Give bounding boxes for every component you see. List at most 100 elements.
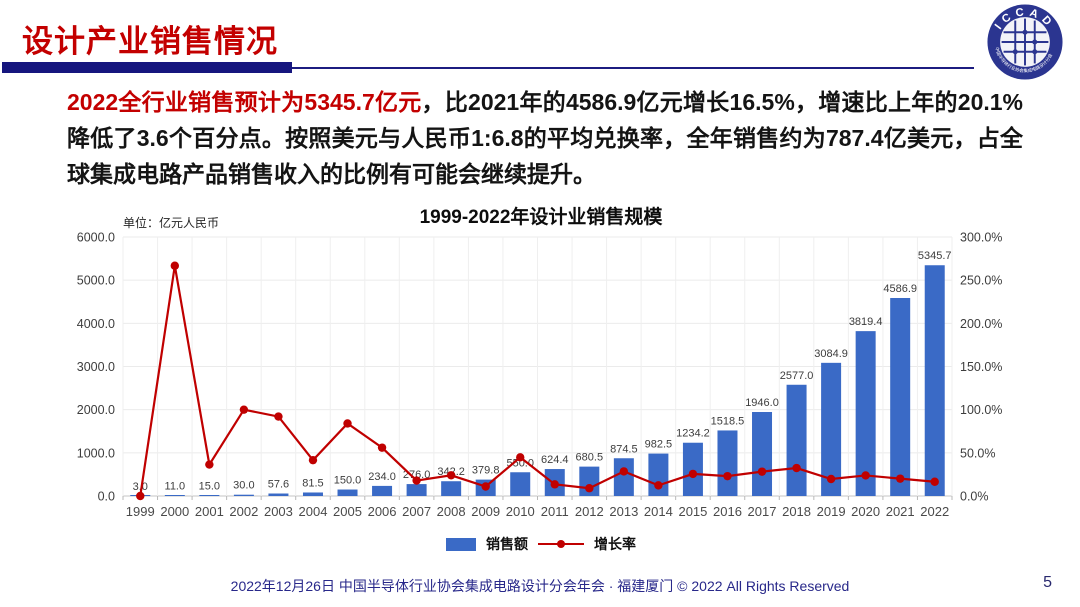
line-point-2021 — [895, 474, 905, 483]
year-label-2002: 2002 — [229, 504, 258, 519]
bar-2010 — [510, 472, 531, 496]
summary-rest: ，比2021年的4586.9亿元增长16.5%，增速比上年的20.1%降低了3.… — [67, 89, 1023, 187]
bar-2022 — [924, 265, 945, 496]
bar-label-1999: 3.0 — [133, 481, 148, 493]
bar-label-2007: 276.0 — [403, 469, 431, 481]
bar-2003 — [268, 493, 289, 496]
chart-gridlines — [122, 236, 953, 500]
line-point-2012 — [585, 484, 594, 493]
year-label-2021: 2021 — [886, 504, 915, 519]
year-label-2017: 2017 — [748, 504, 777, 519]
bar-2016 — [717, 430, 738, 496]
bar-label-2022: 5345.7 — [918, 250, 952, 262]
iccad-logo: ICCAD 中国半导体行业协会集成电路设计分会 — [986, 3, 1064, 81]
year-label-2007: 2007 — [402, 504, 431, 519]
bar-label-2019: 3084.9 — [814, 348, 848, 360]
iccad-logo-badge: ICCAD 中国半导体行业协会集成电路设计分会 — [987, 4, 1063, 80]
year-label-2019: 2019 — [817, 504, 846, 519]
line-point-2013 — [619, 467, 629, 476]
year-label-2000: 2000 — [160, 504, 189, 519]
year-label-2009: 2009 — [471, 504, 500, 519]
line-point-2000 — [170, 261, 180, 270]
logo-grid-dots — [1012, 29, 1038, 55]
legend-bar-swatch — [446, 537, 476, 551]
line-point-2017 — [757, 467, 767, 476]
chart-title: 1999-2022年设计业销售规模 — [419, 207, 663, 228]
right-axis-tick: 50.0% — [960, 446, 995, 460]
header-underline-thin — [292, 67, 974, 69]
bar-2000 — [164, 495, 185, 496]
bar-label-2004: 81.5 — [302, 477, 323, 489]
bar-label-2017: 1946.0 — [745, 397, 779, 409]
bar-label-2005: 150.0 — [334, 475, 362, 487]
line-point-2020 — [861, 471, 870, 480]
line-point-2008 — [446, 471, 456, 480]
right-axis-tick: 200.0% — [960, 317, 1002, 331]
bar-2017 — [752, 411, 773, 496]
logo-grid-icon — [1001, 18, 1049, 66]
bar-label-2011: 624.4 — [541, 454, 569, 466]
right-axis-tick: 100.0% — [960, 403, 1002, 417]
line-point-2011 — [550, 480, 559, 489]
year-label-2004: 2004 — [299, 504, 328, 519]
year-label-2001: 2001 — [195, 504, 224, 519]
bar-2001 — [199, 495, 220, 496]
bar-2013 — [613, 458, 634, 496]
bar-label-2003: 57.6 — [268, 479, 289, 491]
line-point-2018 — [792, 463, 801, 473]
footer-copyright: 2022年12月26日 中国半导体行业协会集成电路设计分会年会 · 福建厦门 ©… — [230, 578, 850, 594]
bar-label-2006: 234.0 — [368, 471, 396, 483]
bar-2008 — [441, 481, 462, 496]
year-label-2010: 2010 — [506, 504, 535, 519]
line-point-2022 — [930, 477, 939, 486]
year-label-2022: 2022 — [920, 504, 949, 519]
line-point-2009 — [481, 482, 490, 491]
line-point-2002 — [239, 405, 249, 414]
x-axis-year-labels: 1999 2000 2001 2002 2003 2004 2005 2006 2007 2008… — [126, 504, 949, 519]
year-label-2014: 2014 — [644, 504, 673, 519]
year-label-2003: 2003 — [264, 504, 293, 519]
left-axis-tick: 6000.0 — [77, 231, 115, 245]
line-point-2001 — [205, 460, 214, 469]
year-label-2013: 2013 — [609, 504, 638, 519]
bar-2005 — [337, 489, 358, 496]
bar-2014 — [648, 453, 669, 496]
year-label-2020: 2020 — [851, 504, 880, 519]
left-axis-tick: 4000.0 — [77, 317, 115, 331]
growth-rate-points — [136, 261, 939, 501]
line-point-2007 — [412, 476, 421, 485]
line-point-2004 — [308, 455, 318, 465]
bar-2004 — [302, 492, 323, 496]
bar-label-2015: 1234.2 — [676, 428, 710, 440]
bar-2019 — [821, 362, 842, 496]
sales-chart-section: 1999-2022年设计业销售规模 单位：亿元人民币 0.0 0.0% 1000.0… — [60, 202, 1022, 564]
chart-legend: 销售额 增长率 — [60, 534, 1022, 554]
page-number: 5 — [1043, 574, 1052, 591]
bar-label-2002: 30.0 — [233, 480, 254, 492]
bar-label-2020: 3819.4 — [849, 316, 883, 328]
legend-line-label: 增长率 — [594, 536, 636, 552]
bar-label-2009: 379.8 — [472, 465, 500, 477]
chart-axis-labels: 0.0 0.0% 1000.0 50.0% 2000.0 100.0% 3000.0 150.… — [77, 231, 1003, 504]
legend-line-dot — [557, 540, 565, 548]
bar-label-2001: 15.0 — [199, 480, 220, 492]
left-axis-tick: 0.0 — [98, 490, 115, 504]
line-point-2003 — [274, 412, 283, 421]
right-axis-tick: 150.0% — [960, 360, 1002, 374]
bar-label-2012: 680.5 — [576, 452, 604, 464]
bar-label-2013: 874.5 — [610, 443, 638, 455]
bar-label-2018: 2577.0 — [780, 370, 814, 382]
line-point-2014 — [654, 481, 663, 490]
bar-2002 — [233, 494, 254, 496]
bar-label-2000: 11.0 — [165, 481, 186, 493]
year-label-1999: 1999 — [126, 504, 155, 519]
legend-bar-label: 销售额 — [486, 536, 528, 552]
chart-unit-label: 单位：亿元人民币 — [123, 216, 220, 230]
line-point-2006 — [377, 443, 387, 452]
summary-paragraph: 2022全行业销售预计为5345.7亿元，比2021年的4586.9亿元增长16… — [67, 84, 1023, 192]
bar-data-labels: 3.011.015.030.057.681.5150.0234.0276.034… — [133, 250, 952, 493]
right-axis-tick: 300.0% — [960, 231, 1002, 245]
year-label-2015: 2015 — [678, 504, 707, 519]
line-point-1999 — [136, 491, 145, 501]
bar-label-2016: 1518.5 — [711, 415, 745, 427]
